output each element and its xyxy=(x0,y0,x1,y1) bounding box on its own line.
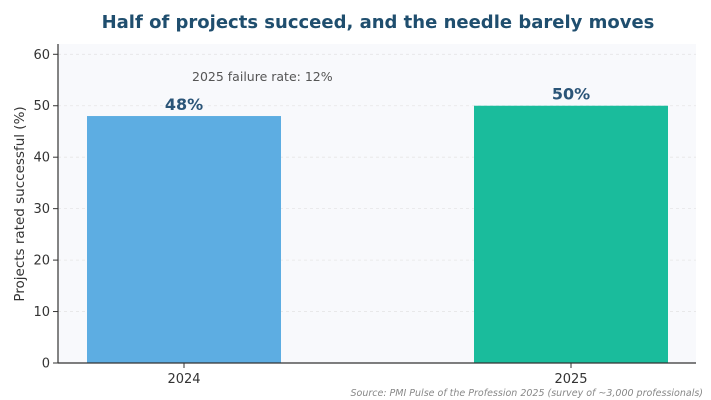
y-axis-label: Projects rated successful (%) xyxy=(12,106,28,301)
y-tick-label: 0 xyxy=(42,357,50,372)
annotation: 2025 failure rate: 12% xyxy=(192,69,333,84)
y-tick-label: 30 xyxy=(33,202,50,217)
chart-title: Half of projects succeed, and the needle… xyxy=(102,12,655,33)
y-tick-label: 60 xyxy=(33,48,50,63)
y-tick-label: 20 xyxy=(33,254,50,269)
y-tick-label: 50 xyxy=(33,99,50,114)
tick-labels: 0 10 20 30 40 50 60 2024 2025 xyxy=(33,48,587,387)
gridlines xyxy=(58,53,696,312)
bar-2024 xyxy=(87,116,281,363)
data-label-2025: 50% xyxy=(552,85,590,104)
bar-2025 xyxy=(474,105,668,363)
axes xyxy=(53,44,696,368)
data-label-2024: 48% xyxy=(165,95,203,114)
bars xyxy=(87,105,668,363)
source-note: Source: PMI Pulse of the Profession 2025… xyxy=(351,388,704,399)
x-tick-label: 2025 xyxy=(554,372,587,387)
y-tick-label: 10 xyxy=(33,305,50,320)
y-tick-label: 40 xyxy=(33,151,50,166)
data-labels: 48% 50% xyxy=(165,85,590,114)
x-tick-label: 2024 xyxy=(167,372,200,387)
